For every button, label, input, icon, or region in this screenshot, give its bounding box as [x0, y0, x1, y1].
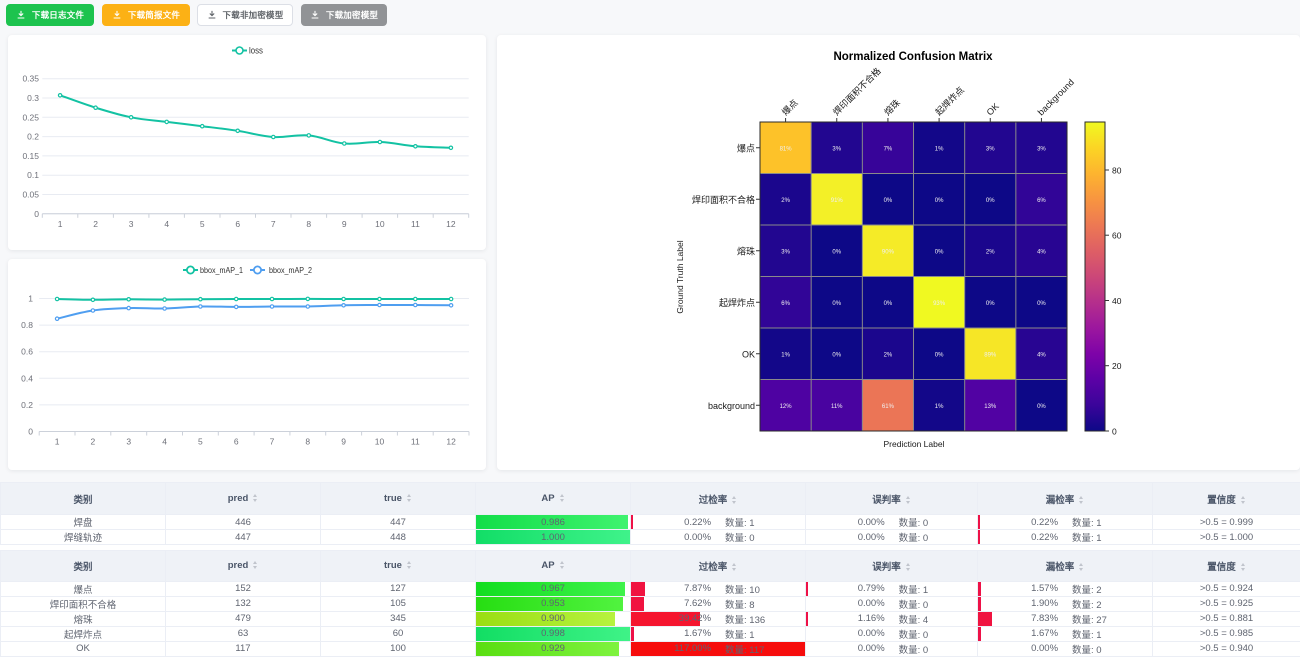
svg-text:0%: 0% — [884, 198, 893, 204]
svg-text:0%: 0% — [986, 198, 995, 204]
svg-text:0.2: 0.2 — [21, 400, 33, 410]
svg-text:熔珠: 熔珠 — [737, 245, 755, 256]
svg-text:2: 2 — [93, 219, 98, 229]
svg-text:0.2: 0.2 — [27, 132, 39, 142]
svg-text:0.15: 0.15 — [22, 151, 39, 161]
svg-text:0.4: 0.4 — [21, 373, 33, 383]
svg-text:9: 9 — [341, 437, 346, 447]
svg-text:0.1: 0.1 — [27, 170, 39, 180]
svg-text:1: 1 — [58, 219, 63, 229]
svg-text:6%: 6% — [1037, 198, 1046, 204]
svg-text:7: 7 — [270, 437, 275, 447]
svg-text:20: 20 — [1112, 361, 1122, 371]
svg-text:61%: 61% — [882, 404, 895, 410]
svg-text:background: background — [708, 401, 755, 411]
svg-text:爆点: 爆点 — [737, 142, 755, 153]
svg-text:1: 1 — [55, 437, 60, 447]
svg-text:焊印面积不合格: 焊印面积不合格 — [692, 194, 755, 205]
svg-text:0.3: 0.3 — [27, 93, 39, 103]
svg-text:熔珠: 熔珠 — [882, 97, 903, 118]
svg-text:3%: 3% — [986, 146, 995, 152]
svg-text:6%: 6% — [781, 301, 790, 307]
svg-text:3%: 3% — [832, 146, 841, 152]
svg-text:background: background — [1036, 77, 1076, 117]
svg-text:1: 1 — [28, 294, 33, 304]
svg-text:12: 12 — [446, 437, 456, 447]
svg-text:91%: 91% — [831, 198, 844, 204]
svg-text:0%: 0% — [832, 249, 841, 255]
svg-text:bbox_mAP_2: bbox_mAP_2 — [269, 265, 312, 275]
svg-text:90%: 90% — [882, 249, 895, 255]
svg-text:3: 3 — [129, 219, 134, 229]
svg-text:bbox_mAP_1: bbox_mAP_1 — [200, 265, 243, 275]
svg-text:Prediction Label: Prediction Label — [884, 439, 945, 449]
svg-text:0: 0 — [28, 427, 33, 437]
svg-text:0.25: 0.25 — [22, 112, 39, 122]
svg-text:Ground Truth Label: Ground Truth Label — [675, 240, 685, 313]
svg-text:1%: 1% — [935, 404, 944, 410]
svg-text:1%: 1% — [781, 352, 790, 358]
svg-text:0: 0 — [34, 209, 39, 219]
svg-text:7%: 7% — [884, 146, 893, 152]
svg-text:6: 6 — [234, 437, 239, 447]
svg-text:60: 60 — [1112, 231, 1122, 241]
svg-text:爆点: 爆点 — [779, 97, 800, 118]
svg-text:0%: 0% — [1037, 301, 1046, 307]
svg-text:0%: 0% — [935, 198, 944, 204]
svg-text:2%: 2% — [781, 198, 790, 204]
svg-text:0.6: 0.6 — [21, 347, 33, 357]
svg-text:13%: 13% — [984, 404, 997, 410]
svg-text:80: 80 — [1112, 166, 1122, 176]
svg-text:5: 5 — [200, 219, 205, 229]
svg-text:0%: 0% — [935, 352, 944, 358]
svg-text:89%: 89% — [984, 352, 997, 358]
svg-text:11: 11 — [411, 437, 420, 447]
svg-text:11%: 11% — [831, 404, 843, 410]
svg-text:焊印面积不合格: 焊印面积不合格 — [830, 65, 882, 117]
svg-text:2%: 2% — [986, 249, 995, 255]
svg-text:3%: 3% — [1037, 146, 1046, 152]
svg-text:0%: 0% — [832, 352, 841, 358]
svg-text:4: 4 — [164, 219, 169, 229]
svg-text:4%: 4% — [1037, 249, 1046, 255]
svg-text:3%: 3% — [781, 249, 790, 255]
svg-text:12%: 12% — [780, 404, 793, 410]
svg-text:Normalized Confusion Matrix: Normalized Confusion Matrix — [833, 51, 993, 63]
svg-text:12: 12 — [446, 219, 456, 229]
svg-text:0.35: 0.35 — [22, 74, 39, 84]
svg-text:8: 8 — [305, 437, 310, 447]
svg-text:6: 6 — [235, 219, 240, 229]
svg-text:5: 5 — [198, 437, 203, 447]
svg-text:81%: 81% — [780, 146, 793, 152]
svg-text:0%: 0% — [832, 301, 841, 307]
svg-text:0%: 0% — [986, 301, 995, 307]
svg-text:1%: 1% — [935, 146, 944, 152]
svg-text:OK: OK — [985, 101, 1001, 117]
svg-text:0.05: 0.05 — [22, 190, 39, 200]
svg-text:4%: 4% — [1037, 352, 1046, 358]
svg-text:11: 11 — [411, 219, 420, 229]
svg-text:9: 9 — [342, 219, 347, 229]
svg-text:0%: 0% — [1037, 404, 1046, 410]
svg-text:0%: 0% — [884, 301, 893, 307]
svg-text:10: 10 — [375, 437, 385, 447]
svg-text:40: 40 — [1112, 296, 1122, 306]
svg-text:0%: 0% — [935, 249, 944, 255]
svg-text:2%: 2% — [884, 352, 893, 358]
svg-text:7: 7 — [271, 219, 276, 229]
svg-text:0: 0 — [1112, 427, 1117, 437]
svg-text:8: 8 — [306, 219, 311, 229]
svg-text:OK: OK — [742, 349, 755, 359]
svg-text:loss: loss — [249, 46, 263, 56]
svg-text:10: 10 — [375, 219, 385, 229]
svg-text:2: 2 — [91, 437, 96, 447]
svg-text:3: 3 — [126, 437, 131, 447]
svg-text:93%: 93% — [933, 301, 946, 307]
svg-text:起焊炸点: 起焊炸点 — [933, 84, 966, 117]
svg-text:4: 4 — [162, 437, 167, 447]
svg-text:0.8: 0.8 — [21, 320, 33, 330]
svg-text:起焊炸点: 起焊炸点 — [719, 297, 755, 308]
